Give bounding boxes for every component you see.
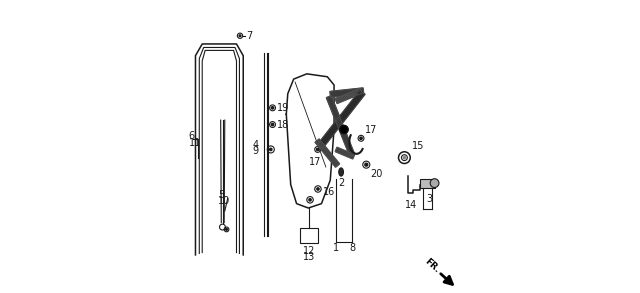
- Polygon shape: [315, 139, 340, 167]
- Text: 2: 2: [338, 178, 344, 188]
- Text: 5: 5: [218, 190, 224, 200]
- Bar: [300, 228, 317, 243]
- Text: FR.: FR.: [423, 257, 441, 275]
- Text: 14: 14: [405, 200, 417, 210]
- Text: 12: 12: [303, 246, 315, 255]
- Text: 18: 18: [276, 120, 289, 130]
- Ellipse shape: [339, 168, 344, 176]
- Polygon shape: [330, 88, 364, 97]
- Circle shape: [317, 148, 319, 151]
- Text: 6: 6: [189, 131, 195, 141]
- Bar: [420, 179, 435, 188]
- Text: 1: 1: [333, 243, 339, 253]
- Text: 8: 8: [349, 243, 355, 253]
- Circle shape: [226, 229, 227, 230]
- Text: 10: 10: [218, 196, 230, 206]
- Circle shape: [340, 125, 348, 134]
- Circle shape: [430, 179, 439, 188]
- Text: 3: 3: [426, 194, 433, 204]
- Circle shape: [239, 35, 241, 37]
- Text: 9: 9: [252, 146, 259, 156]
- Text: 16: 16: [323, 187, 335, 197]
- Text: 15: 15: [412, 141, 424, 151]
- Text: 11: 11: [189, 138, 201, 148]
- Polygon shape: [335, 147, 355, 159]
- Circle shape: [269, 148, 272, 151]
- Text: 17: 17: [308, 157, 321, 167]
- Circle shape: [309, 199, 311, 201]
- Circle shape: [271, 123, 274, 126]
- Circle shape: [271, 107, 274, 109]
- Circle shape: [365, 163, 368, 166]
- Text: 20: 20: [371, 169, 383, 179]
- Circle shape: [317, 188, 319, 190]
- Text: 7: 7: [246, 31, 252, 41]
- Polygon shape: [326, 96, 355, 156]
- Circle shape: [403, 156, 406, 159]
- Circle shape: [360, 137, 362, 139]
- Text: 13: 13: [303, 252, 315, 262]
- Text: 19: 19: [276, 103, 289, 113]
- Polygon shape: [335, 88, 362, 103]
- Polygon shape: [317, 90, 365, 149]
- Text: 17: 17: [365, 125, 377, 135]
- Text: 4: 4: [252, 140, 259, 150]
